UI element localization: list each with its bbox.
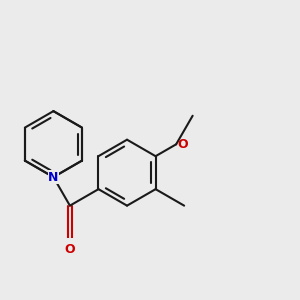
Text: O: O [64, 243, 75, 256]
Text: O: O [177, 138, 188, 151]
Text: N: N [48, 171, 59, 184]
